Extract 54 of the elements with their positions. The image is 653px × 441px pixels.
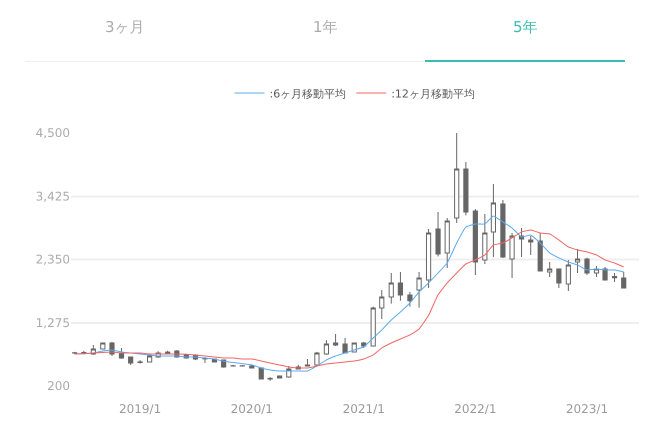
candlestick xyxy=(332,333,338,346)
y-tick-label: 200 xyxy=(47,379,70,394)
candlestick xyxy=(342,337,348,354)
candlestick xyxy=(518,227,524,258)
y-tick-label: 4,500 xyxy=(36,126,70,140)
candlestick xyxy=(416,271,422,308)
candlestick xyxy=(574,248,580,274)
x-tick-label: 2021/1 xyxy=(342,402,385,416)
candlestick xyxy=(426,228,432,288)
candlestick xyxy=(407,291,412,308)
candlestick xyxy=(538,232,543,272)
candlestick xyxy=(100,342,106,350)
y-tick-label: 2,350 xyxy=(36,252,70,267)
candlestick xyxy=(370,306,376,348)
candlestick xyxy=(165,350,170,354)
candlestick xyxy=(444,217,450,268)
candlestick xyxy=(398,271,404,302)
candlestick xyxy=(621,271,626,289)
x-tick-label: 2020/1 xyxy=(230,402,273,416)
candlestick xyxy=(314,351,320,366)
legend-label: :12ヶ月移動平均 xyxy=(391,87,475,100)
candlestick xyxy=(612,272,618,282)
candlestick xyxy=(304,358,310,368)
candlestick xyxy=(509,232,515,278)
candlestick xyxy=(240,364,245,368)
candlestick xyxy=(258,366,264,380)
candlestick xyxy=(147,354,152,363)
y-tick-label: 3,425 xyxy=(36,189,70,204)
candlestick xyxy=(528,235,534,256)
y-tick-label: 1,275 xyxy=(36,316,70,330)
legend-label: :6ヶ月移動平均 xyxy=(270,87,346,100)
text: 3ヶ月 xyxy=(105,18,145,36)
candlestick xyxy=(249,364,254,369)
candlestick xyxy=(482,213,488,264)
candlestick xyxy=(566,259,571,292)
candlestick xyxy=(556,268,562,288)
candlestick xyxy=(435,211,441,258)
candlestick xyxy=(547,261,552,278)
candlestick xyxy=(388,272,394,304)
x-tick-label: 2022/1 xyxy=(454,402,496,416)
candlestick xyxy=(584,257,590,276)
candlestick xyxy=(500,199,506,258)
x-tick-label: 2019/1 xyxy=(119,402,162,416)
x-tick-label: 2023/1 xyxy=(566,402,608,416)
candlestick xyxy=(454,133,460,224)
candlestick xyxy=(352,342,357,353)
candlestick xyxy=(128,356,134,366)
candlestick xyxy=(463,161,468,216)
candlestick xyxy=(490,183,496,258)
candlestick xyxy=(379,289,384,320)
candlestick xyxy=(472,208,478,276)
text: 5年 xyxy=(513,18,538,36)
candlestick xyxy=(324,339,329,356)
text: 1年 xyxy=(313,18,338,36)
